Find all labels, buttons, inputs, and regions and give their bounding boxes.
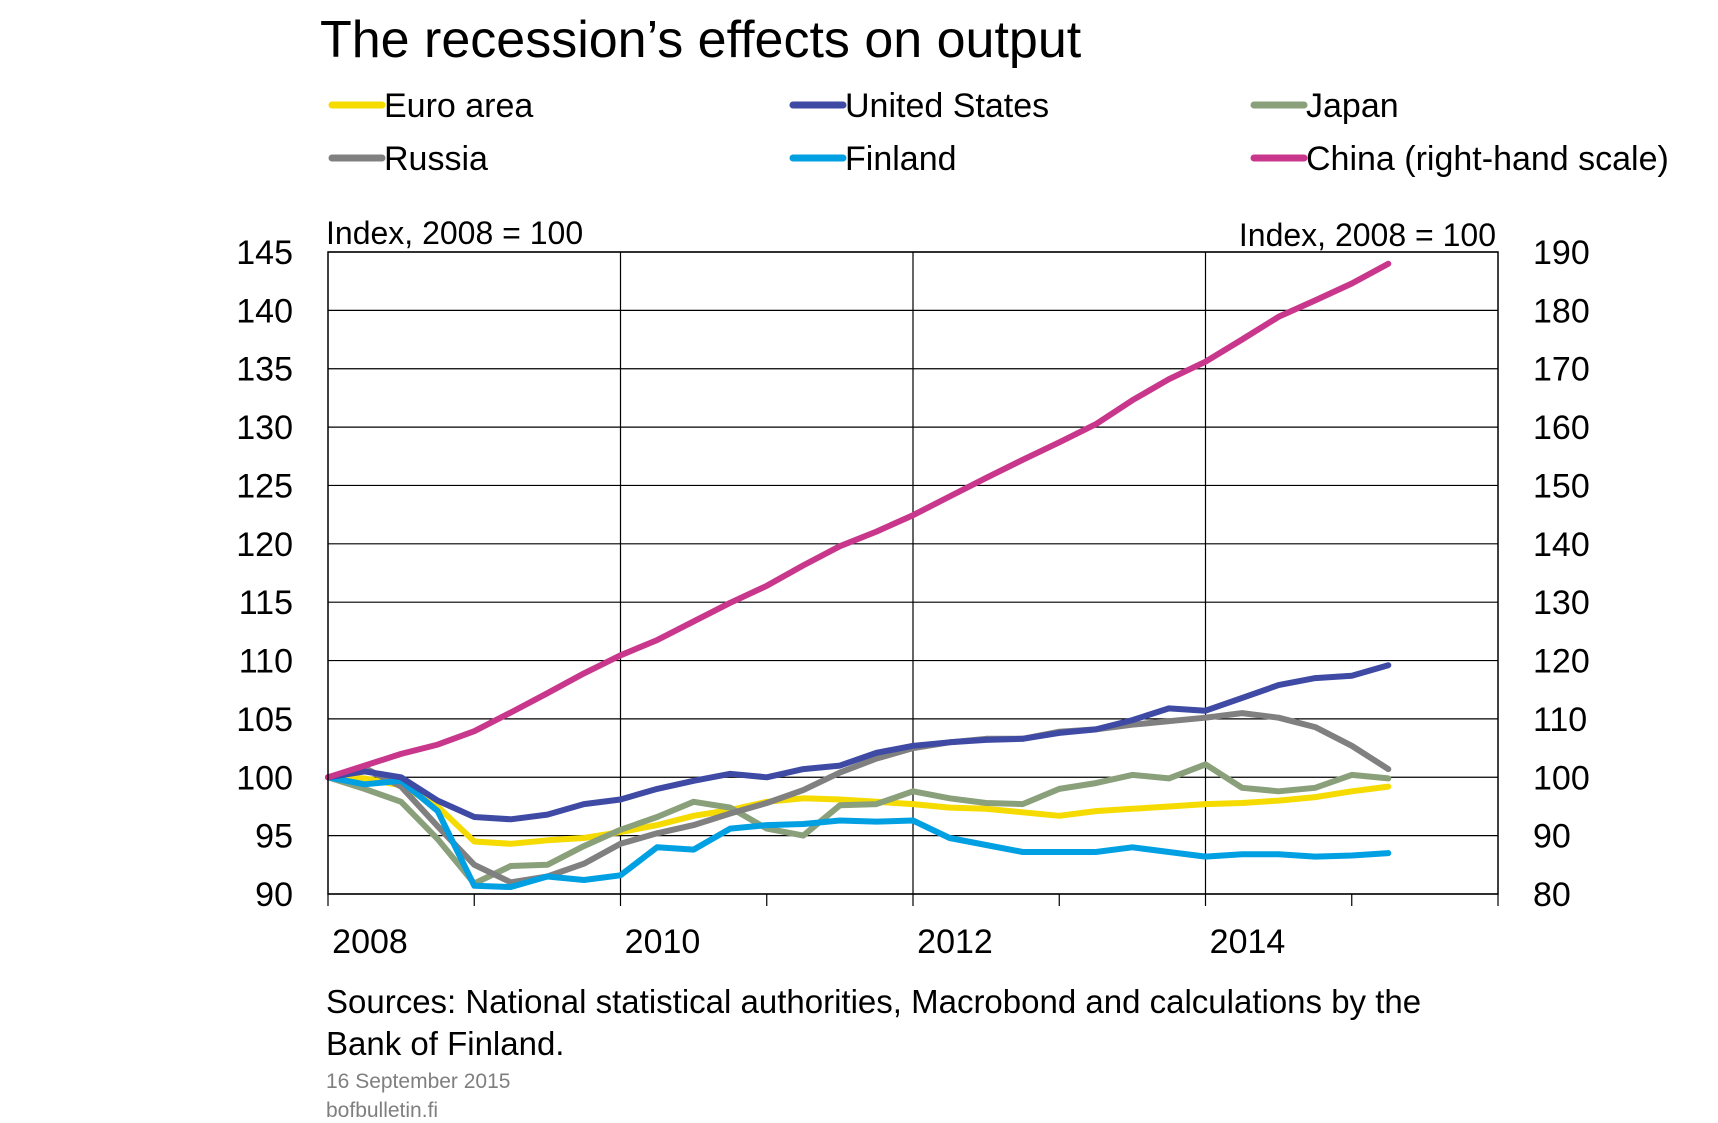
right-tick-label: 190 bbox=[1533, 234, 1590, 272]
legend-item: China (right-hand scale) bbox=[1250, 140, 1669, 178]
right-tick-label: 80 bbox=[1533, 876, 1571, 914]
publication-date: 16 September 2015 bbox=[326, 1070, 510, 1093]
left-tick-label: 130 bbox=[236, 409, 293, 447]
right-axis-ticks: 80 90 100 110 120 130 140 150 160 170 180 190 bbox=[1533, 234, 1590, 914]
left-tick-label: 95 bbox=[255, 818, 293, 856]
source-note-line-2: Bank of Finland. bbox=[326, 1025, 564, 1062]
series-line-japan bbox=[325, 761, 1392, 887]
left-tick-label: 135 bbox=[236, 351, 293, 389]
left-tick-label: 125 bbox=[236, 467, 293, 505]
left-tick-label: 120 bbox=[236, 526, 293, 564]
plot-frame bbox=[327, 251, 1499, 895]
right-tick-label: 110 bbox=[1533, 701, 1587, 739]
legend-item: Euro area bbox=[328, 87, 533, 125]
left-axis-ticks: 90 95 100 105 110 115 120 125 130 135 140 145 bbox=[236, 234, 293, 914]
left-axis-unit: Index, 2008 = 100 bbox=[326, 215, 583, 251]
x-tick-label: 2012 bbox=[917, 923, 993, 961]
x-axis-ticks: 2008 2010 2012 2014 bbox=[327, 894, 1499, 961]
legend-item: Japan bbox=[1250, 87, 1399, 125]
right-tick-label: 90 bbox=[1533, 818, 1571, 856]
left-tick-label: 100 bbox=[236, 759, 293, 797]
x-tick-label: 2008 bbox=[332, 923, 408, 961]
legend: Euro area United States Japan Russia Finland… bbox=[328, 87, 1669, 178]
right-tick-label: 180 bbox=[1533, 292, 1590, 330]
legend-label: United States bbox=[845, 87, 1049, 125]
series-line-euro-area bbox=[325, 774, 1392, 847]
legend-item: Russia bbox=[328, 140, 488, 178]
left-tick-label: 90 bbox=[255, 876, 293, 914]
x-tick-label: 2014 bbox=[1210, 923, 1286, 961]
left-tick-label: 140 bbox=[236, 292, 293, 330]
right-tick-label: 120 bbox=[1533, 643, 1590, 681]
series-lines bbox=[325, 260, 1392, 890]
legend-item: Finland bbox=[789, 140, 957, 178]
right-tick-label: 140 bbox=[1533, 526, 1590, 564]
series-line-united-states bbox=[325, 662, 1392, 823]
legend-item: United States bbox=[789, 87, 1049, 125]
right-tick-label: 100 bbox=[1533, 759, 1590, 797]
left-tick-label: 115 bbox=[239, 584, 293, 622]
right-axis-unit: Index, 2008 = 100 bbox=[1239, 217, 1496, 253]
x-tick-label: 2010 bbox=[625, 923, 701, 961]
left-tick-label: 145 bbox=[236, 234, 293, 272]
legend-label: China (right-hand scale) bbox=[1306, 140, 1669, 178]
right-tick-label: 170 bbox=[1533, 351, 1590, 389]
legend-label: Euro area bbox=[384, 87, 533, 125]
right-tick-label: 160 bbox=[1533, 409, 1590, 447]
source-note-line-1: Sources: National statistical authoritie… bbox=[326, 983, 1421, 1020]
right-tick-label: 150 bbox=[1533, 467, 1590, 505]
series-line-russia bbox=[325, 710, 1392, 886]
left-tick-label: 110 bbox=[239, 643, 293, 681]
legend-label: Japan bbox=[1306, 87, 1399, 125]
legend-label: Finland bbox=[845, 140, 957, 178]
left-tick-label: 105 bbox=[236, 701, 293, 739]
legend-label: Russia bbox=[384, 140, 488, 178]
series-line-china-right-hand-scale bbox=[325, 260, 1392, 781]
series-line-finland bbox=[325, 774, 1392, 890]
chart-title: The recession’s effects on output bbox=[320, 11, 1082, 69]
right-tick-label: 130 bbox=[1533, 584, 1590, 622]
website: bofbulletin.fi bbox=[326, 1099, 438, 1122]
